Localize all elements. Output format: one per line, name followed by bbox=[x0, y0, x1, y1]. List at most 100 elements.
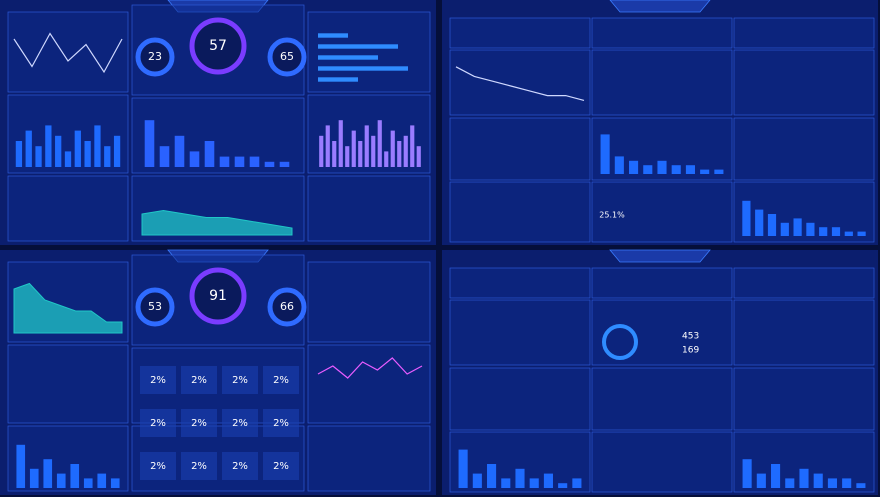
bar bbox=[345, 146, 350, 167]
panel bbox=[307, 175, 431, 242]
tile-value: 2% bbox=[273, 375, 289, 386]
stat-value: 169 bbox=[682, 346, 699, 356]
panel bbox=[7, 344, 129, 424]
bar bbox=[55, 135, 62, 167]
bar bbox=[831, 227, 841, 236]
bar bbox=[742, 459, 752, 488]
bar bbox=[799, 468, 809, 488]
bar bbox=[64, 151, 72, 167]
bar bbox=[793, 218, 802, 236]
bar bbox=[685, 165, 695, 174]
gauge-value: 65 bbox=[280, 50, 294, 63]
area bbox=[13, 282, 123, 334]
bar bbox=[572, 478, 582, 488]
bar bbox=[827, 478, 837, 488]
gauge-value: 66 bbox=[280, 300, 294, 313]
gauge-ring bbox=[267, 287, 307, 327]
tile-value: 2% bbox=[191, 461, 207, 472]
donut bbox=[602, 324, 638, 360]
panel bbox=[591, 267, 733, 299]
panel bbox=[449, 17, 591, 49]
title-bar bbox=[609, 249, 711, 263]
bar bbox=[856, 483, 866, 488]
bar bbox=[249, 156, 260, 167]
line bbox=[317, 357, 423, 379]
panel bbox=[591, 17, 733, 49]
gauge-value: 57 bbox=[209, 38, 227, 54]
bar bbox=[501, 478, 511, 488]
panel bbox=[591, 431, 733, 493]
bar bbox=[204, 141, 215, 167]
bar bbox=[844, 231, 853, 236]
bar bbox=[74, 130, 81, 167]
bar bbox=[15, 141, 23, 167]
bar bbox=[83, 478, 93, 488]
bar bbox=[84, 141, 91, 167]
gauge-value: 23 bbox=[148, 50, 162, 63]
panel bbox=[449, 117, 591, 181]
bar bbox=[487, 464, 497, 488]
panel bbox=[449, 367, 591, 431]
gauge-ring bbox=[135, 37, 175, 77]
percent-value: 25.1% bbox=[599, 211, 625, 220]
tile bbox=[222, 366, 258, 394]
tile bbox=[140, 366, 176, 394]
bar bbox=[767, 214, 777, 236]
bar bbox=[351, 130, 356, 167]
bar bbox=[657, 160, 667, 174]
panel bbox=[733, 367, 875, 431]
bar bbox=[416, 146, 421, 167]
bar bbox=[279, 161, 290, 167]
gauge-ring bbox=[189, 267, 247, 325]
bar bbox=[144, 120, 155, 167]
bar bbox=[113, 135, 121, 167]
bar bbox=[515, 468, 525, 488]
bar bbox=[318, 77, 358, 82]
bar bbox=[600, 134, 610, 174]
tile bbox=[222, 409, 258, 437]
panel bbox=[733, 49, 875, 116]
gauge-ring bbox=[135, 287, 175, 327]
bar bbox=[94, 125, 101, 167]
bar bbox=[325, 125, 330, 167]
bar bbox=[318, 33, 348, 38]
panel bbox=[131, 97, 305, 174]
bar bbox=[643, 165, 653, 174]
bar bbox=[318, 55, 378, 60]
tile-value: 2% bbox=[191, 375, 207, 386]
bar bbox=[756, 473, 766, 488]
gauge-ring bbox=[189, 17, 247, 75]
bar bbox=[671, 165, 681, 174]
bar bbox=[700, 169, 710, 174]
bar bbox=[819, 227, 828, 236]
tile-value: 2% bbox=[273, 418, 289, 429]
panel bbox=[307, 261, 431, 343]
tile-value: 2% bbox=[273, 461, 289, 472]
bar bbox=[614, 156, 624, 174]
tile bbox=[263, 366, 299, 394]
panel bbox=[449, 49, 591, 116]
bar bbox=[332, 141, 337, 167]
tile-value: 2% bbox=[150, 461, 166, 472]
bar bbox=[780, 222, 789, 236]
bar bbox=[35, 146, 42, 167]
panel bbox=[591, 367, 733, 431]
bar bbox=[529, 478, 539, 488]
tile-value: 2% bbox=[232, 461, 248, 472]
bar bbox=[45, 125, 52, 167]
bar bbox=[25, 130, 32, 167]
tile-value: 2% bbox=[150, 418, 166, 429]
panel bbox=[591, 181, 733, 243]
bar bbox=[70, 464, 80, 488]
tile bbox=[181, 409, 217, 437]
bar bbox=[318, 66, 408, 71]
panel bbox=[733, 267, 875, 299]
bar bbox=[264, 161, 275, 167]
bar bbox=[318, 44, 398, 49]
bar bbox=[384, 151, 389, 167]
tile bbox=[263, 409, 299, 437]
bar bbox=[104, 146, 111, 167]
bar bbox=[543, 473, 553, 488]
line bbox=[455, 66, 585, 101]
bar bbox=[16, 444, 26, 488]
